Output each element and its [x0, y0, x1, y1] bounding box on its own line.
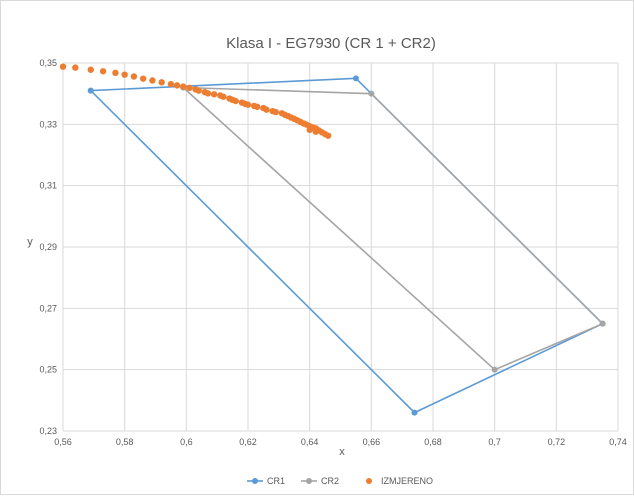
- data-point: [263, 106, 270, 113]
- series-line: [182, 86, 605, 371]
- legend-marker-icon: [252, 478, 258, 484]
- data-point: [220, 93, 227, 100]
- data-point: [232, 97, 239, 105]
- data-point: [204, 90, 212, 97]
- data-point: [599, 320, 606, 327]
- x-tick-label: 0,72: [548, 437, 566, 447]
- legend: CR1 CR2 IZMJERENO: [247, 476, 433, 486]
- data-point: [72, 64, 79, 71]
- data-point: [324, 132, 332, 139]
- x-tick-label: 0,58: [116, 437, 134, 447]
- data-point: [87, 66, 94, 73]
- chart-title: Klasa I - EG7930 (CR 1 + CR2): [226, 35, 436, 52]
- data-point: [254, 103, 261, 111]
- data-point: [195, 87, 202, 94]
- y-tick-label: 0,31: [39, 181, 57, 191]
- x-tick-label: 0,6: [180, 437, 193, 447]
- data-point: [180, 83, 187, 90]
- series-cr1: [87, 75, 606, 416]
- grid-lines: [62, 62, 619, 432]
- y-tick-label: 0,27: [39, 303, 57, 313]
- y-tick-label: 0,23: [39, 426, 57, 436]
- x-tick-label: 0,62: [239, 437, 257, 447]
- data-point: [87, 87, 94, 94]
- axes: 0,56 0,58 0,6 0,62 0,64 0,66 0,68 0,7 0,72 0,74 0,…: [39, 58, 626, 447]
- data-point: [59, 63, 67, 70]
- data-point: [272, 108, 279, 116]
- data-point: [312, 128, 320, 135]
- legend-label: IZMJERENO: [381, 476, 433, 486]
- data-point: [186, 84, 193, 92]
- data-point: [173, 82, 181, 89]
- data-point: [121, 71, 128, 78]
- legend-label: CR2: [321, 476, 339, 486]
- legend-marker-icon: [366, 478, 372, 484]
- data-point: [149, 77, 156, 84]
- legend-label: CR1: [267, 476, 285, 486]
- data-point: [158, 79, 165, 86]
- x-tick-label: 0,74: [609, 437, 627, 447]
- series-izmjereno: [59, 63, 332, 139]
- y-axis-label: y: [27, 236, 33, 248]
- legend-item-izmjereno: IZMJERENO: [366, 476, 433, 486]
- data-point: [139, 75, 147, 82]
- data-point: [306, 126, 313, 134]
- plot-series: [59, 63, 606, 416]
- data-point: [491, 366, 498, 373]
- data-point: [352, 75, 359, 82]
- data-point: [99, 68, 107, 75]
- data-point: [112, 69, 119, 77]
- x-tick-label: 0,56: [54, 437, 72, 447]
- data-point: [210, 91, 218, 98]
- x-tick-label: 0,7: [488, 437, 501, 447]
- data-point: [167, 80, 175, 88]
- x-tick-label: 0,64: [301, 437, 319, 447]
- data-point: [130, 73, 138, 80]
- y-tick-label: 0,33: [39, 119, 57, 129]
- x-tick-label: 0,68: [424, 437, 442, 447]
- data-point: [244, 101, 252, 108]
- legend-item-cr1: CR1: [247, 476, 285, 486]
- data-point: [411, 409, 418, 416]
- x-axis-label: x: [339, 446, 345, 458]
- y-tick-label: 0,29: [39, 242, 57, 252]
- series-cr2: [180, 84, 606, 373]
- y-tick-label: 0,35: [39, 58, 57, 68]
- legend-marker-icon: [306, 478, 312, 484]
- x-tick-label: 0,66: [363, 437, 381, 447]
- series-line: [90, 77, 604, 414]
- legend-item-cr2: CR2: [301, 476, 339, 486]
- y-tick-label: 0,25: [39, 365, 57, 375]
- data-point: [368, 90, 375, 97]
